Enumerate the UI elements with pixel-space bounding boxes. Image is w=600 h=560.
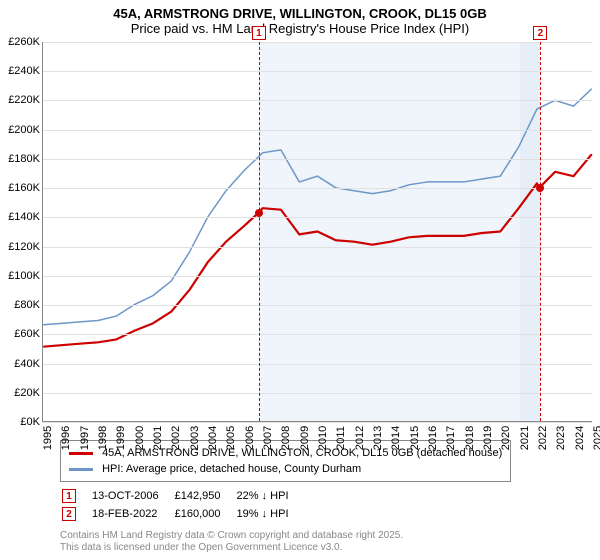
x-tick-label: 2011: [335, 426, 347, 450]
legend-label: HPI: Average price, detached house, Coun…: [102, 463, 361, 475]
x-tick-label: 2006: [244, 426, 256, 450]
x-tick-label: 2018: [464, 426, 476, 450]
x-tick-label: 2007: [262, 426, 274, 450]
sale-marker-dot: [536, 184, 544, 192]
x-tick-label: 2020: [500, 426, 512, 450]
x-tick-label: 1995: [42, 426, 54, 450]
x-tick-label: 2009: [299, 426, 311, 450]
x-tick-label: 2017: [445, 426, 457, 450]
y-tick-label: £140K: [4, 211, 40, 223]
y-tick-label: £60K: [4, 328, 40, 340]
x-tick-label: 2023: [555, 426, 567, 450]
sale-marker-box: 2: [62, 507, 76, 521]
sale-marker-box: 2: [533, 26, 547, 40]
sale-date: 18-FEB-2022: [92, 506, 173, 522]
x-tick-label: 2025: [592, 426, 600, 450]
sale-delta: 19% ↓ HPI: [237, 506, 303, 522]
table-row: 2 18-FEB-2022 £160,000 19% ↓ HPI: [62, 506, 303, 522]
sale-date: 13-OCT-2006: [92, 488, 173, 504]
x-tick-label: 2010: [317, 426, 329, 450]
series-line: [43, 154, 592, 346]
y-tick-label: £40K: [4, 358, 40, 370]
x-tick-label: 2002: [170, 426, 182, 450]
y-tick-label: £0K: [4, 416, 40, 428]
footer-line: This data is licensed under the Open Gov…: [60, 542, 403, 554]
x-tick-label: 2003: [189, 426, 201, 450]
y-tick-label: £100K: [4, 270, 40, 282]
x-tick-label: 1998: [97, 426, 109, 450]
x-tick-label: 1996: [60, 426, 72, 450]
x-tick-label: 2005: [225, 426, 237, 450]
footer-attribution: Contains HM Land Registry data © Crown c…: [60, 530, 403, 554]
table-row: 1 13-OCT-2006 £142,950 22% ↓ HPI: [62, 488, 303, 504]
page-title: 45A, ARMSTRONG DRIVE, WILLINGTON, CROOK,…: [0, 6, 600, 21]
sale-marker-box: 1: [252, 26, 266, 40]
y-tick-label: £160K: [4, 182, 40, 194]
y-tick-label: £200K: [4, 124, 40, 136]
sale-marker-box: 1: [62, 489, 76, 503]
sale-marker-dot: [255, 209, 263, 217]
x-tick-label: 1997: [79, 426, 91, 450]
legend-swatch: [69, 452, 93, 455]
y-tick-label: £220K: [4, 94, 40, 106]
y-tick-label: £240K: [4, 65, 40, 77]
y-tick-label: £20K: [4, 387, 40, 399]
series-line: [43, 89, 592, 325]
x-tick-label: 2001: [152, 426, 164, 450]
x-tick-label: 2022: [537, 426, 549, 450]
x-tick-label: 2000: [134, 426, 146, 450]
x-tick-label: 2008: [280, 426, 292, 450]
x-tick-label: 2004: [207, 426, 219, 450]
sale-price: £142,950: [175, 488, 235, 504]
sale-delta: 22% ↓ HPI: [237, 488, 303, 504]
footer-line: Contains HM Land Registry data © Crown c…: [60, 530, 403, 542]
legend-swatch: [69, 468, 93, 471]
y-tick-label: £120K: [4, 241, 40, 253]
x-tick-label: 2016: [427, 426, 439, 450]
x-tick-label: 2021: [519, 426, 531, 450]
x-tick-label: 2015: [409, 426, 421, 450]
x-tick-label: 1999: [115, 426, 127, 450]
sales-table: 1 13-OCT-2006 £142,950 22% ↓ HPI 2 18-FE…: [60, 486, 305, 524]
y-tick-label: £180K: [4, 153, 40, 165]
x-tick-label: 2019: [482, 426, 494, 450]
sale-price: £160,000: [175, 506, 235, 522]
legend-item: HPI: Average price, detached house, Coun…: [69, 461, 502, 477]
x-tick-label: 2012: [354, 426, 366, 450]
price-chart: 12: [42, 42, 592, 422]
x-tick-label: 2024: [574, 426, 586, 450]
x-tick-label: 2014: [390, 426, 402, 450]
page-subtitle: Price paid vs. HM Land Registry's House …: [0, 21, 600, 36]
x-tick-label: 2013: [372, 426, 384, 450]
y-tick-label: £260K: [4, 36, 40, 48]
y-tick-label: £80K: [4, 299, 40, 311]
